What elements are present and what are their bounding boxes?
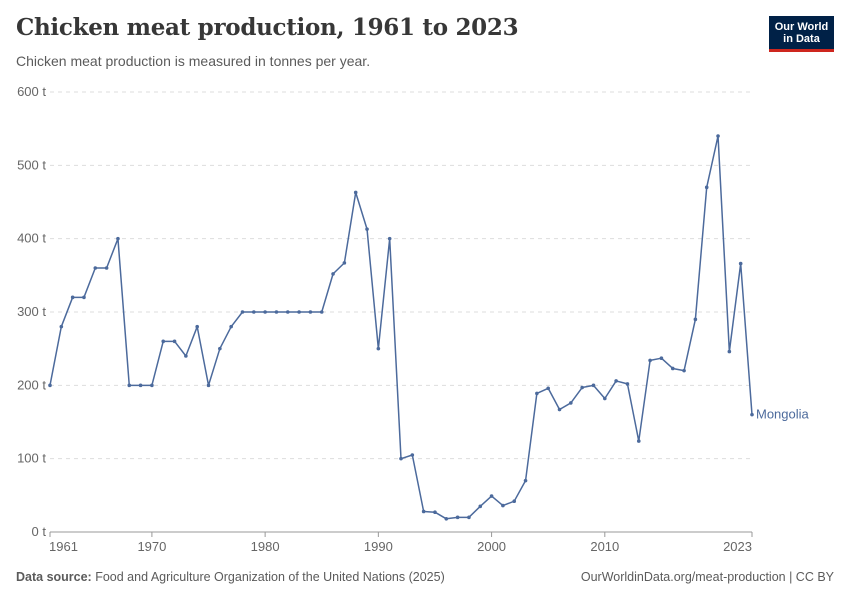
data-point[interactable] (659, 356, 664, 361)
data-point[interactable] (104, 266, 109, 270)
data-point[interactable] (693, 317, 698, 322)
data-point[interactable] (614, 379, 618, 383)
data-point[interactable] (48, 383, 52, 388)
x-tick-label: 1970 (137, 539, 166, 554)
data-point[interactable] (580, 385, 584, 390)
data-point[interactable] (467, 515, 471, 520)
data-point[interactable] (603, 396, 607, 401)
data-point[interactable] (410, 453, 415, 457)
logo-accent-bar (769, 49, 834, 52)
data-point[interactable] (501, 503, 505, 508)
data-point[interactable] (195, 324, 199, 329)
chart-subtitle: Chicken meat production is measured in t… (16, 53, 371, 69)
credit-link[interactable]: OurWorldinData.org/meat-production | CC … (580, 570, 834, 584)
y-tick-label: 0 t (32, 524, 47, 539)
data-point[interactable] (682, 368, 686, 373)
x-tick-label: 1961 (49, 539, 78, 554)
data-point[interactable] (331, 272, 335, 276)
data-point[interactable] (229, 324, 233, 329)
data-point[interactable] (704, 185, 709, 190)
data-point[interactable] (523, 478, 528, 483)
owid-logo[interactable]: Our World in Data (769, 16, 834, 52)
data-point[interactable] (478, 504, 483, 509)
data-point[interactable] (319, 310, 324, 314)
data-point[interactable] (399, 456, 403, 461)
x-tick-label: 1990 (364, 539, 393, 554)
data-point[interactable] (82, 295, 86, 300)
data-point[interactable] (489, 494, 494, 498)
y-axis-tick-labels: 0 t 100 t 200 t 300 t 400 t 500 t 600 t (17, 84, 46, 539)
y-tick-label: 400 t (17, 231, 46, 246)
data-point[interactable] (206, 383, 211, 388)
data-point[interactable] (263, 310, 267, 314)
data-point[interactable] (569, 401, 573, 405)
data-source-label: Data source: (16, 570, 92, 584)
y-tick-label: 100 t (17, 451, 46, 466)
data-point[interactable] (648, 358, 652, 363)
data-source-note: Data source: Food and Agriculture Organi… (16, 570, 445, 584)
data-point[interactable] (444, 517, 449, 521)
x-axis: 1961 1970 1980 1990 2000 2010 2023 (49, 531, 753, 554)
data-point[interactable] (750, 412, 754, 417)
data-point[interactable] (116, 236, 120, 241)
data-point[interactable] (512, 499, 517, 504)
x-tick-label: 2010 (590, 539, 619, 554)
data-point[interactable] (138, 383, 143, 388)
y-tick-label: 300 t (17, 304, 46, 319)
y-tick-label: 200 t (17, 377, 46, 392)
data-point[interactable] (252, 310, 256, 314)
data-point[interactable] (161, 339, 166, 344)
x-tick-label: 2000 (477, 539, 506, 554)
y-tick-label: 600 t (17, 84, 46, 99)
data-point[interactable] (285, 310, 290, 314)
data-point[interactable] (59, 324, 64, 329)
logo-text-line1: Our World (774, 21, 829, 33)
data-point[interactable] (172, 339, 177, 344)
data-point[interactable] (625, 382, 630, 386)
data-point[interactable] (535, 391, 539, 396)
data-point[interactable] (421, 509, 426, 514)
data-point[interactable] (738, 261, 743, 266)
data-point[interactable] (636, 439, 641, 443)
data-point[interactable] (184, 354, 188, 358)
data-point[interactable] (218, 346, 222, 351)
data-point[interactable] (727, 349, 732, 354)
data-point[interactable] (433, 510, 437, 514)
chart-title: Chicken meat production, 1961 to 2023 (16, 14, 519, 41)
data-point[interactable] (387, 236, 392, 241)
series-line-mongolia[interactable] (49, 135, 753, 520)
data-point[interactable] (365, 227, 369, 231)
data-point[interactable] (716, 134, 720, 138)
data-point[interactable] (353, 190, 358, 195)
gridlines (50, 91, 752, 460)
data-point[interactable] (308, 310, 313, 314)
data-point[interactable] (670, 366, 675, 371)
data-point[interactable] (240, 310, 245, 314)
data-source-text[interactable]: Food and Agriculture Organization of the… (95, 570, 445, 584)
data-point[interactable] (127, 383, 132, 388)
data-point[interactable] (455, 515, 460, 520)
data-point[interactable] (93, 266, 98, 270)
data-point[interactable] (70, 295, 75, 300)
data-point[interactable] (297, 310, 301, 314)
y-tick-label: 500 t (17, 157, 46, 172)
data-point[interactable] (274, 310, 279, 314)
data-point[interactable] (376, 346, 381, 351)
logo-text-line2: in Data (783, 33, 820, 45)
x-tick-label: 1980 (251, 539, 280, 554)
series-layer: Mongolia (48, 134, 810, 521)
data-point[interactable] (591, 383, 596, 388)
data-point[interactable] (546, 386, 550, 391)
data-point[interactable] (557, 407, 562, 412)
x-tick-label: 2023 (723, 539, 752, 554)
data-point[interactable] (342, 261, 347, 265)
series-label[interactable]: Mongolia (756, 407, 810, 422)
data-point[interactable] (150, 383, 154, 388)
